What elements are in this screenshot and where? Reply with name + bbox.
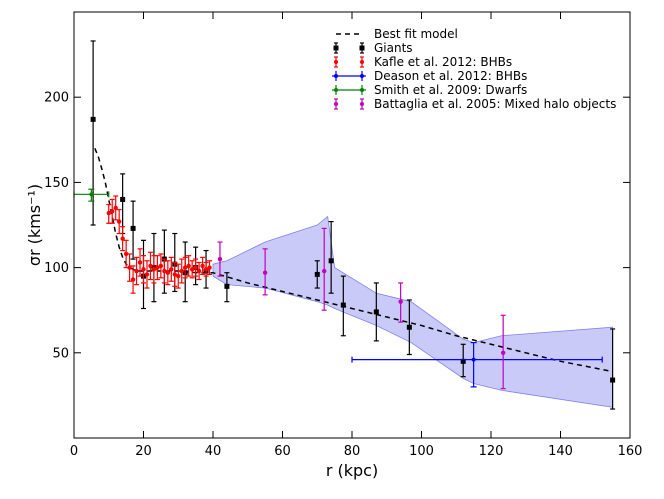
y-tick-label: 50: [52, 346, 69, 361]
data-point: [130, 277, 136, 282]
legend-label: Smith et al. 2009: Dwarfs: [374, 83, 527, 97]
data-point: [155, 265, 160, 270]
data-point: [120, 236, 125, 241]
data-point: [141, 267, 146, 272]
legend-label: Best fit model: [374, 27, 458, 41]
legend-entry: Battaglia et al. 2005: Mixed halo object…: [334, 97, 616, 111]
data-point: [113, 205, 118, 211]
data-point: [179, 268, 184, 274]
x-tick-label: 60: [274, 444, 291, 459]
data-point: [500, 350, 506, 355]
data-point: [123, 251, 129, 257]
data-point: [148, 263, 153, 269]
legend-marker: [334, 60, 338, 64]
data-point: [144, 272, 150, 277]
data-point: [90, 116, 96, 122]
data-point: [110, 209, 115, 214]
series-4: [73, 188, 110, 202]
y-tick-label: 200: [44, 91, 69, 106]
legend-label: Giants: [374, 41, 413, 55]
data-point: [460, 358, 466, 364]
data-point: [471, 357, 476, 362]
data-point: [183, 265, 188, 270]
series-3: [351, 341, 603, 388]
data-point: [262, 270, 268, 275]
x-tick-label: 100: [409, 444, 434, 459]
data-point: [162, 268, 167, 274]
data-point: [127, 265, 132, 270]
data-point: [130, 225, 136, 231]
legend-marker: [360, 60, 364, 64]
data-point: [328, 258, 334, 264]
y-axis-label: σr (kms⁻¹): [25, 184, 44, 266]
data-point: [398, 299, 403, 304]
data-point: [196, 268, 202, 274]
x-tick-label: 140: [548, 444, 573, 459]
series-2: [106, 195, 213, 294]
data-point: [207, 265, 212, 270]
legend-entry: Smith et al. 2009: Dwarfs: [332, 83, 527, 97]
data-point: [106, 210, 111, 216]
legend-entry: Kafle et al. 2012: BHBs: [334, 55, 512, 69]
data-point: [217, 256, 223, 262]
y-tick-label: 150: [44, 176, 69, 191]
legend-entry: Best fit model: [336, 27, 458, 41]
data-point: [610, 377, 616, 383]
data-point: [373, 309, 379, 315]
x-tick-label: 160: [618, 444, 643, 459]
x-tick-label: 80: [344, 444, 361, 459]
x-tick-label: 0: [70, 444, 78, 459]
legend-marker: [333, 45, 339, 51]
legend-label: Battaglia et al. 2005: Mixed halo object…: [374, 97, 616, 111]
x-tick-label: 120: [479, 444, 504, 459]
data-point: [116, 219, 122, 224]
data-point: [193, 265, 198, 270]
data-point: [151, 267, 157, 272]
data-point: [176, 273, 181, 279]
x-tick-label: 40: [205, 444, 222, 459]
tick-layer: 0 20 40 60 80 100 120 140 160 50 100 150 200: [44, 12, 642, 459]
x-tick-label: 20: [135, 444, 152, 459]
data-point: [89, 192, 94, 197]
legend-label: Deason et al. 2012: BHBs: [374, 69, 527, 83]
legend-marker: [360, 102, 364, 106]
legend-label: Kafle et al. 2012: BHBs: [374, 55, 512, 69]
data-point: [322, 268, 327, 274]
legend-marker: [359, 45, 365, 51]
data-point: [186, 263, 191, 269]
data-point: [406, 324, 412, 330]
data-point: [158, 263, 164, 269]
data-point: [134, 268, 139, 274]
data-point: [340, 302, 346, 308]
data-point: [203, 267, 209, 272]
data-point: [137, 260, 143, 265]
data-point: [314, 271, 320, 277]
data-point: [120, 196, 126, 202]
uncertainty-band-layer: [212, 215, 614, 408]
series-5: [217, 227, 506, 390]
data-point: [200, 263, 205, 269]
legend-entry: Deason et al. 2012: BHBs: [332, 69, 527, 83]
y-tick-label: 100: [44, 261, 69, 276]
series-layer: [73, 40, 616, 410]
data-point: [189, 267, 195, 272]
data-point: [165, 270, 171, 275]
data-point: [224, 283, 230, 289]
data-point: [172, 272, 177, 277]
x-axis-label: r (kpc): [326, 461, 378, 480]
data-point: [169, 267, 174, 272]
uncertainty-band: [212, 215, 614, 408]
legend-marker: [334, 102, 338, 106]
legend-entry: Giants: [333, 41, 413, 55]
